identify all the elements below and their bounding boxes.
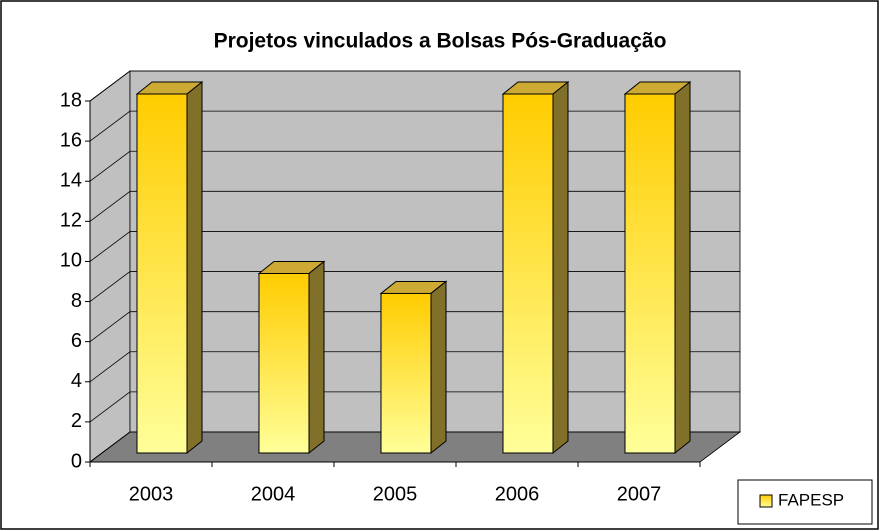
y-tick-label: 6	[71, 330, 82, 352]
y-tick-label: 2	[71, 410, 82, 432]
grid-line	[89, 150, 131, 182]
bar	[258, 273, 310, 454]
bar-side	[430, 280, 447, 455]
bar	[502, 93, 554, 454]
bar-side	[552, 80, 569, 455]
x-tick-label: 2005	[373, 483, 418, 505]
bar	[624, 93, 676, 454]
y-tick-label: 10	[60, 250, 82, 272]
bar-side	[186, 80, 203, 455]
grid-line	[89, 191, 131, 222]
side-wall	[89, 70, 131, 463]
x-tick-label: 2004	[251, 483, 296, 505]
x-tick-label: 2007	[617, 483, 662, 505]
bar	[136, 93, 188, 454]
y-tick-label: 0	[71, 450, 82, 472]
bar-side	[308, 260, 325, 455]
x-tick-label: 2003	[129, 483, 174, 505]
x-tick-label: 2006	[495, 483, 540, 505]
y-tick-label: 16	[60, 129, 82, 151]
grid-line	[89, 70, 131, 102]
legend-label: FAPESP	[778, 490, 844, 509]
bar	[380, 292, 432, 454]
y-tick-label: 12	[60, 210, 82, 232]
grid-line	[89, 311, 131, 342]
y-tick-label: 14	[60, 170, 82, 192]
legend-swatch	[759, 494, 773, 508]
chart-title: Projetos vinculados a Bolsas Pós-Graduaç…	[214, 30, 667, 53]
grid-line	[89, 271, 131, 302]
grid-line	[89, 351, 131, 383]
grid-line	[89, 431, 131, 463]
bar-side	[674, 80, 691, 455]
y-tick-label: 18	[60, 89, 82, 111]
grid-line	[89, 110, 131, 142]
grid-line	[89, 391, 131, 423]
y-tick-label: 4	[71, 370, 82, 392]
y-tick-label: 8	[71, 290, 82, 312]
grid-line	[89, 231, 131, 262]
